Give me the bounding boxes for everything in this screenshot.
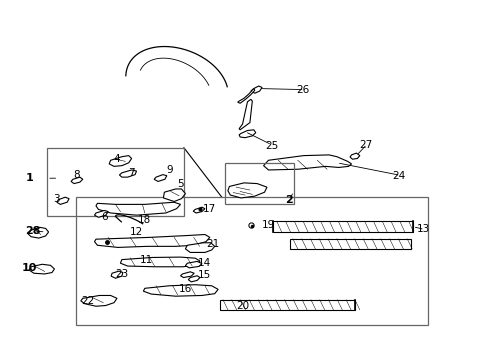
Polygon shape <box>228 183 267 198</box>
Bar <box>220 300 355 310</box>
Polygon shape <box>185 243 215 252</box>
Bar <box>225 163 294 204</box>
Polygon shape <box>239 130 256 138</box>
Text: 9: 9 <box>166 165 172 175</box>
Text: 23: 23 <box>115 269 128 279</box>
Bar <box>76 197 428 325</box>
Text: 3: 3 <box>53 194 60 204</box>
Polygon shape <box>188 276 200 282</box>
Polygon shape <box>109 156 132 166</box>
Polygon shape <box>180 272 194 278</box>
Text: 5: 5 <box>177 179 184 189</box>
Polygon shape <box>144 285 218 296</box>
Text: 8: 8 <box>73 170 80 180</box>
Bar <box>290 239 411 249</box>
Text: 15: 15 <box>198 270 212 280</box>
Polygon shape <box>29 264 54 274</box>
Polygon shape <box>185 261 202 268</box>
Polygon shape <box>193 207 205 213</box>
Text: 12: 12 <box>130 227 143 237</box>
Text: 13: 13 <box>416 225 430 234</box>
Text: 22: 22 <box>81 296 94 306</box>
Text: 25: 25 <box>265 141 278 151</box>
Text: 21: 21 <box>207 239 220 249</box>
Polygon shape <box>96 202 180 215</box>
Text: 16: 16 <box>179 284 192 294</box>
Polygon shape <box>251 86 262 93</box>
Polygon shape <box>163 189 185 202</box>
Polygon shape <box>28 227 49 238</box>
Bar <box>47 148 184 216</box>
Text: 6: 6 <box>101 212 108 221</box>
Text: 10: 10 <box>22 263 37 273</box>
Text: 19: 19 <box>262 220 275 230</box>
Text: 2: 2 <box>285 195 293 205</box>
Text: 24: 24 <box>392 171 406 181</box>
Polygon shape <box>120 170 137 177</box>
Text: 7: 7 <box>128 168 135 178</box>
Polygon shape <box>81 296 117 306</box>
Polygon shape <box>264 155 351 170</box>
Text: 28: 28 <box>24 226 40 236</box>
Polygon shape <box>239 99 252 130</box>
Bar <box>273 221 413 232</box>
Text: 4: 4 <box>114 154 121 164</box>
Text: 11: 11 <box>140 255 153 265</box>
Polygon shape <box>154 175 167 181</box>
Polygon shape <box>238 89 255 103</box>
Polygon shape <box>350 153 360 159</box>
Text: 1: 1 <box>26 173 34 183</box>
Text: 20: 20 <box>236 301 249 311</box>
Text: 18: 18 <box>138 215 151 225</box>
Polygon shape <box>71 177 83 184</box>
Polygon shape <box>121 257 200 267</box>
Polygon shape <box>111 271 123 278</box>
Polygon shape <box>95 234 210 247</box>
Polygon shape <box>95 211 108 217</box>
Text: 17: 17 <box>203 204 217 215</box>
Text: 26: 26 <box>296 85 309 95</box>
Polygon shape <box>57 197 69 204</box>
Text: 27: 27 <box>360 140 373 150</box>
Text: 14: 14 <box>198 258 212 268</box>
